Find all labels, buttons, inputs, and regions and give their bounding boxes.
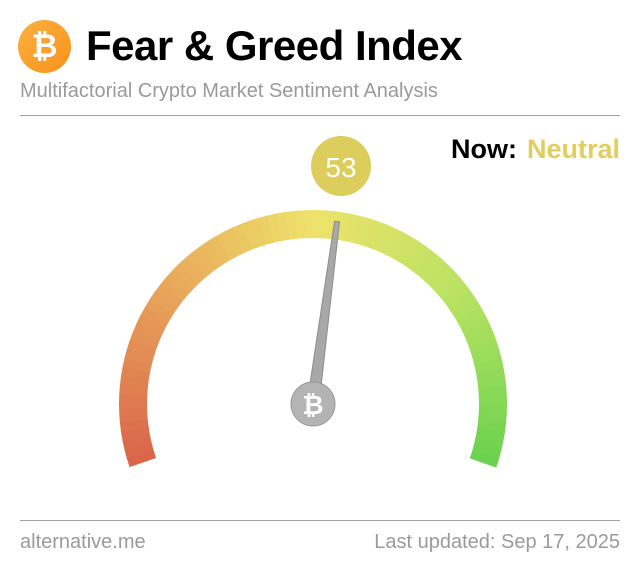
fear-greed-gauge: ₿ 53 — [119, 136, 507, 468]
gauge-arc-segment — [124, 348, 154, 365]
gauge-arc-segment — [472, 442, 502, 459]
gauge-arc-segment — [216, 231, 238, 261]
gauge-arc-segment — [367, 220, 386, 251]
gauge-arc-segment — [276, 211, 290, 241]
gauge-arc-segment — [474, 358, 504, 373]
gauge-arc-segment — [149, 290, 179, 315]
gauge-arc-segment — [478, 403, 507, 414]
gauge-arc-segment — [395, 235, 419, 265]
gauge-arc-segment — [344, 213, 360, 243]
gauge-arc-segment — [119, 403, 148, 413]
gauge-arc-segment — [126, 450, 157, 468]
gauge-arc-segment — [119, 384, 148, 396]
gauge-arc-segment — [160, 276, 188, 302]
gauge-arc-segment — [140, 306, 170, 328]
gauge-arc-segment — [122, 434, 152, 450]
gauge-arc-segment — [258, 215, 275, 245]
gauge-arc-segment — [477, 376, 507, 389]
gauge-arc-segment — [438, 276, 466, 302]
gauge-arc-segment — [200, 240, 224, 269]
page-subtitle: Multifactorial Crypto Market Sentiment A… — [20, 80, 438, 102]
gauge-arc-segment — [433, 270, 460, 296]
gauge-arc-segment — [374, 223, 394, 254]
gauge-arc-segment — [155, 283, 183, 308]
now-label: Now: — [450, 134, 517, 164]
gauge-arc-segment — [460, 314, 490, 336]
gauge-arc-segment — [285, 210, 298, 240]
footer-divider — [20, 520, 620, 521]
gauge-arc-segment — [463, 323, 494, 343]
gauge-arc-segment — [421, 257, 448, 285]
current-status: Now: Neutral — [451, 134, 620, 165]
gauge-arc-segment — [267, 213, 282, 243]
gauge-arc-segment — [452, 298, 482, 322]
gauge-arc-segment — [475, 367, 506, 381]
gauge-arc-segment — [121, 366, 151, 381]
gauge-arc-segment — [122, 357, 152, 373]
gauge-arc-segment — [120, 426, 150, 441]
gauge-arc-segment — [427, 263, 454, 290]
gauge-arc-segment — [129, 331, 160, 350]
gauge-arc-segment — [389, 231, 411, 261]
gauge-arc-segment — [336, 211, 351, 242]
gauge-arc-segment — [119, 394, 148, 404]
gauge-arc-segment — [448, 291, 477, 315]
gauge-arc-segment — [124, 442, 154, 459]
source-link[interactable]: alternative.me — [20, 531, 146, 553]
value-label: 53 — [325, 152, 356, 183]
gauge-arc-segment — [136, 314, 166, 335]
gauge-arc-segment — [474, 435, 504, 450]
gauge-arc-segment — [475, 427, 506, 441]
gauge-arc-segment — [456, 306, 486, 329]
gauge-arc-segment — [381, 227, 403, 257]
gauge-arc-segment — [224, 227, 245, 257]
gauge-arc-segment — [478, 411, 507, 423]
gauge-arc-segment — [469, 450, 500, 468]
gauge-arc-segment — [126, 339, 157, 358]
gauge-arc-segment — [352, 215, 369, 245]
gauge-arc-segment — [478, 394, 507, 405]
page-title: Fear & Greed Index — [86, 22, 463, 69]
gauge-arc-segment — [303, 210, 314, 239]
gauge-arc-segment — [240, 220, 260, 250]
last-updated: Last updated: Sep 17, 2025 — [374, 531, 620, 553]
gauge-arc-segment — [359, 217, 377, 248]
gauge-arc-segment — [415, 251, 441, 279]
gauge-arc-segment — [208, 235, 231, 265]
gauge-arc-segment — [478, 385, 507, 397]
hub-bitcoin-icon: ₿ — [302, 390, 323, 420]
gauge-arc-segment — [119, 411, 148, 423]
gauge-arc-segment — [166, 269, 194, 296]
gauge-arc-segment — [320, 210, 332, 239]
gauge-arc-segment — [145, 298, 174, 321]
gauge-arc-segment — [132, 322, 163, 343]
gauge-arc-segment — [232, 223, 252, 253]
gauge-arc-segment — [294, 210, 306, 239]
gauge-arc-segment — [402, 240, 426, 269]
gauge-arc — [119, 210, 507, 468]
header-divider — [20, 115, 620, 116]
gauge-needle — [306, 220, 341, 406]
gauge-arc-segment — [409, 245, 434, 274]
gauge-arc-segment — [172, 263, 199, 290]
value-badge — [311, 136, 371, 196]
gauge-arc-segment — [179, 257, 205, 284]
bitcoin-logo-icon: ₿ — [18, 20, 71, 73]
gauge-arc-segment — [467, 331, 497, 350]
classification-label: Neutral — [526, 134, 620, 164]
gauge-arc-segment — [119, 419, 149, 432]
gauge-arc-segment — [193, 245, 218, 274]
gauge-arc-segment — [249, 217, 267, 248]
needle-hub — [290, 381, 336, 427]
gauge-arc-segment — [186, 251, 211, 279]
gauge-arc-segment — [472, 349, 502, 366]
gauge-arc-segment — [469, 340, 500, 358]
gauge-arc-segment — [443, 283, 472, 308]
gauge-arc-segment — [313, 210, 323, 239]
